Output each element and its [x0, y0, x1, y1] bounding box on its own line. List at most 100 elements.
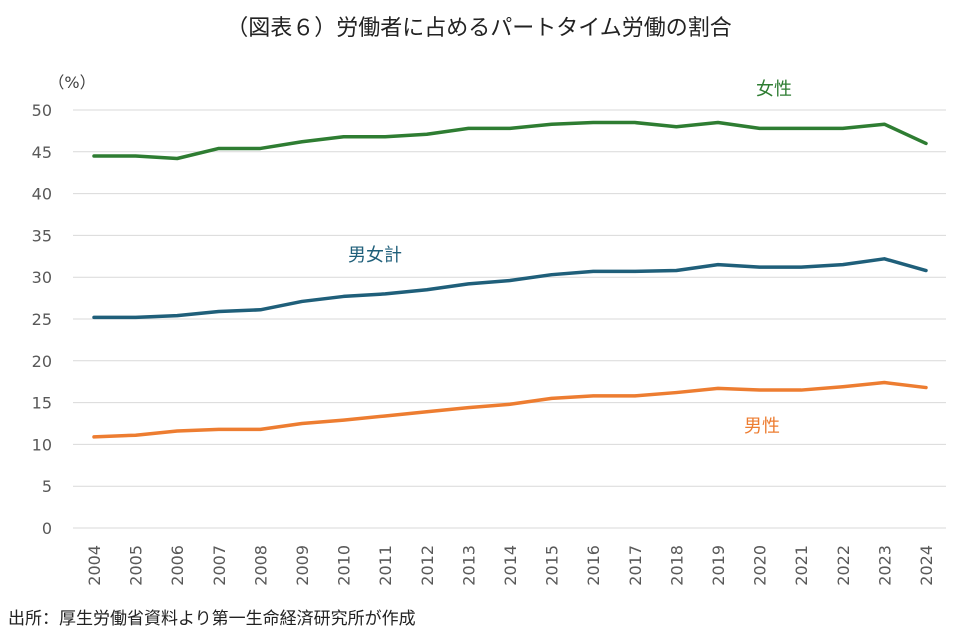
data-point	[633, 270, 636, 273]
data-point	[758, 388, 761, 392]
x-tick-label: 2004	[85, 545, 104, 586]
data-point	[592, 121, 595, 124]
y-tick-label: 30	[32, 268, 52, 287]
x-tick-label: 2006	[168, 545, 187, 586]
x-tick-label: 2020	[751, 545, 770, 586]
data-point	[508, 279, 512, 282]
data-point	[300, 140, 304, 143]
data-point	[467, 406, 470, 409]
data-point	[716, 121, 720, 124]
data-point	[134, 154, 137, 158]
data-point	[425, 410, 428, 413]
x-tick-label: 2023	[875, 545, 894, 586]
data-point	[841, 385, 844, 388]
data-point	[92, 316, 96, 319]
data-point	[300, 300, 304, 303]
x-tick-label: 2024	[917, 545, 936, 586]
x-tick-label: 2014	[501, 545, 520, 586]
y-tick-label: 15	[32, 394, 52, 413]
data-point	[633, 394, 636, 398]
data-point	[217, 147, 220, 150]
y-axis-unit: （%）	[48, 73, 95, 92]
data-point	[800, 265, 803, 269]
y-tick-label: 5	[42, 477, 52, 496]
data-point	[300, 422, 304, 425]
data-point	[259, 428, 262, 431]
data-point	[508, 403, 512, 406]
source-note: 出所：厚生労働省資料より第一生命経済研究所が作成	[8, 609, 416, 629]
x-tick-label: 2017	[626, 545, 645, 586]
data-point	[592, 270, 595, 273]
x-tick-label: 2019	[709, 545, 728, 586]
data-point	[883, 381, 886, 384]
data-point	[841, 127, 844, 130]
data-point	[342, 418, 345, 422]
y-tick-label: 20	[32, 352, 52, 371]
data-point	[800, 388, 803, 392]
y-tick-label: 10	[32, 435, 52, 454]
data-point	[134, 316, 137, 319]
data-point	[425, 288, 428, 291]
data-point	[425, 133, 428, 136]
data-point	[633, 121, 636, 124]
y-tick-label: 45	[32, 143, 52, 162]
data-point	[924, 142, 928, 145]
data-point	[342, 135, 345, 138]
x-tick-label: 2015	[543, 545, 562, 586]
x-tick-label: 2010	[335, 545, 354, 586]
y-tick-label: 25	[32, 310, 52, 329]
x-tick-label: 2018	[667, 545, 686, 586]
data-point	[716, 387, 720, 390]
series-label: 女性	[756, 79, 792, 100]
y-tick-label: 0	[42, 519, 52, 538]
data-point	[758, 265, 761, 269]
data-point	[592, 394, 595, 398]
data-point	[800, 127, 803, 130]
data-point	[675, 269, 678, 272]
x-tick-label: 2008	[251, 545, 270, 586]
data-point	[176, 314, 179, 317]
data-point	[716, 263, 720, 266]
data-point	[92, 154, 96, 158]
x-tick-label: 2011	[376, 545, 395, 586]
data-point	[217, 310, 220, 313]
data-point	[259, 308, 262, 312]
x-tick-label: 2009	[293, 545, 312, 586]
x-tick-label: 2007	[210, 545, 229, 586]
data-point	[92, 435, 96, 439]
data-point	[883, 123, 886, 126]
data-point	[467, 282, 470, 286]
y-tick-label: 50	[32, 101, 52, 120]
data-point	[508, 127, 512, 130]
data-point	[342, 295, 345, 298]
data-point	[134, 434, 137, 437]
data-point	[841, 263, 844, 266]
data-point	[467, 127, 470, 130]
data-point	[176, 157, 179, 160]
data-point	[924, 386, 928, 389]
x-tick-label: 2016	[584, 545, 603, 586]
data-point	[384, 135, 387, 138]
x-tick-label: 2021	[792, 545, 811, 586]
data-point	[259, 147, 262, 150]
data-point	[550, 397, 553, 400]
y-tick-label: 35	[32, 226, 52, 245]
data-point	[550, 123, 553, 126]
series-label: 男女計	[348, 245, 402, 266]
data-point	[758, 127, 761, 130]
x-tick-label: 2022	[834, 545, 853, 586]
x-tick-label: 2005	[127, 545, 146, 586]
y-tick-label: 40	[32, 185, 52, 204]
data-point	[384, 292, 387, 296]
data-point	[883, 257, 886, 261]
chart-title: （図表６）労働者に占めるパートタイム労働の割合	[226, 16, 732, 41]
data-point	[924, 269, 928, 272]
data-point	[675, 391, 678, 394]
x-tick-label: 2013	[459, 545, 478, 586]
data-point	[217, 428, 220, 431]
data-point	[550, 273, 553, 276]
data-point	[176, 429, 179, 433]
series-label: 男性	[744, 416, 780, 437]
